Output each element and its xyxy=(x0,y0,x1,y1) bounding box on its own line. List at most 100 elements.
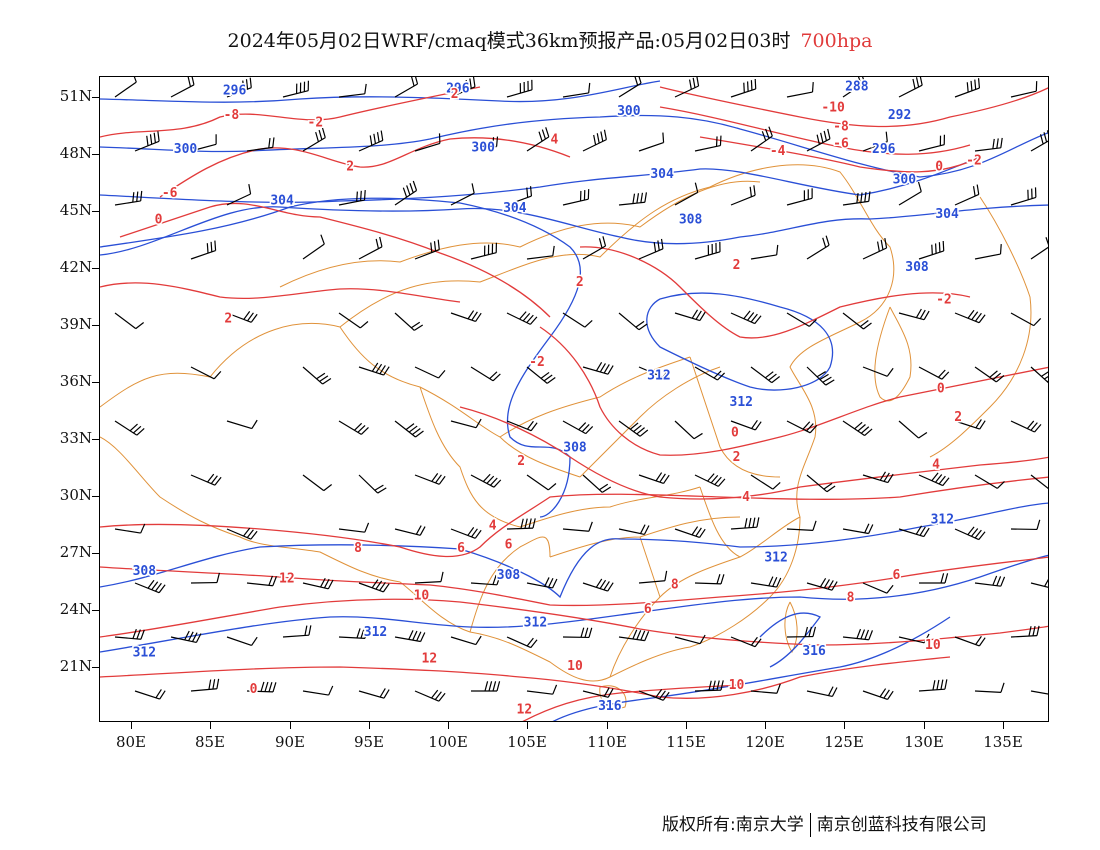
y-tick-label: 24N xyxy=(59,600,92,618)
temperature-contour-label: -6 xyxy=(162,186,178,201)
wind-barb xyxy=(526,127,550,152)
wind-barb xyxy=(302,366,332,385)
geopotential-contour-label: 312 xyxy=(133,646,156,661)
geopotential-contour-label: 288 xyxy=(845,80,869,95)
wind-barb xyxy=(226,636,258,647)
wind-barb xyxy=(562,82,591,98)
geopotential-contour-label: 312 xyxy=(647,368,670,383)
wind-barb xyxy=(394,180,418,206)
wind-barb xyxy=(750,366,781,384)
temperature-contour-label: -2 xyxy=(966,154,982,169)
temperature-line xyxy=(119,202,551,318)
y-tick-label: 51N xyxy=(59,87,92,105)
y-tick-label: 21N xyxy=(59,657,92,675)
wind-barb xyxy=(526,577,558,589)
copyright-left: 版权所有:南京大学 xyxy=(662,815,804,835)
wind-barb xyxy=(582,236,607,260)
wind-barb xyxy=(694,574,725,585)
temperature-line xyxy=(100,656,951,699)
wind-barb xyxy=(394,525,426,536)
wind-barb xyxy=(842,420,873,437)
temperature-contours xyxy=(100,86,1048,721)
wind-barb xyxy=(674,77,700,98)
x-tick-mark xyxy=(527,722,528,729)
y-tick-label: 36N xyxy=(59,372,92,390)
temperature-line xyxy=(100,598,1048,646)
wind-barb xyxy=(730,636,762,648)
geopotential-contour-label: 312 xyxy=(524,615,547,630)
wind-barb xyxy=(954,419,986,430)
temperature-line xyxy=(579,246,971,339)
wind-barb xyxy=(394,77,419,98)
x-tick-mark xyxy=(1003,722,1004,729)
wind-barb xyxy=(582,361,614,375)
x-tick-mark xyxy=(369,722,370,729)
temperature-contour-label: 0 xyxy=(250,682,258,697)
wind-barb xyxy=(842,77,866,98)
geopotential-contour-label: 300 xyxy=(174,142,198,157)
wind-barb xyxy=(842,312,872,330)
wind-barb xyxy=(674,526,706,539)
geopotential-contour-label: 308 xyxy=(133,564,157,579)
wind-barb xyxy=(358,236,383,260)
temperature-line xyxy=(100,556,1048,607)
wind-barb xyxy=(730,185,756,206)
temperature-contour-label: 4 xyxy=(489,518,497,533)
wind-barb xyxy=(302,474,333,492)
wind-barb xyxy=(898,525,930,538)
wind-barb xyxy=(302,234,325,260)
wind-barb xyxy=(1030,366,1048,384)
wind-barb xyxy=(674,182,699,206)
wind-barb xyxy=(338,190,366,206)
province-line xyxy=(699,486,801,558)
wind-barb xyxy=(954,635,986,647)
geopotential-contour-label: 292 xyxy=(888,108,911,123)
temperature-contour-label: -2 xyxy=(936,292,952,307)
wind-barb xyxy=(506,311,538,325)
temperature-contour-label: 2 xyxy=(576,275,584,290)
wind-barb xyxy=(618,420,649,437)
temperature-contour-label: 10 xyxy=(567,659,583,674)
temperature-contour-label: 10 xyxy=(925,638,941,653)
japan-outline xyxy=(929,196,1032,458)
wind-barb xyxy=(226,527,258,540)
temperature-contour-label: -4 xyxy=(770,144,786,159)
wind-barb xyxy=(618,312,648,331)
temperature-contour-label: 12 xyxy=(422,651,438,666)
wind-barb xyxy=(1030,237,1048,260)
x-tick-mark xyxy=(210,722,211,729)
y-tick-label: 30N xyxy=(59,486,92,504)
wind-barb xyxy=(526,474,557,491)
geopotential-contours xyxy=(100,80,1048,721)
temperature-contour-label: 0 xyxy=(937,382,945,397)
wind-barb xyxy=(862,238,888,260)
temperature-contour-label: 2 xyxy=(346,159,354,174)
temperature-contour-label: 0 xyxy=(935,159,943,174)
temperature-contour-label: 0 xyxy=(731,425,739,440)
boundary-lines xyxy=(100,164,1032,709)
x-tick-label: 105E xyxy=(507,733,547,751)
wind-barb xyxy=(226,311,258,323)
x-tick-label: 120E xyxy=(745,733,785,751)
temperature-contour-label: 12 xyxy=(279,572,295,587)
wind-barb xyxy=(806,128,831,152)
wind-barb xyxy=(302,577,334,590)
wind-barb xyxy=(1030,690,1048,695)
wind-barb xyxy=(730,419,762,431)
mongolia-border xyxy=(279,180,761,288)
temperature-contour-label: 8 xyxy=(671,577,679,592)
temperature-contour-label: 10 xyxy=(729,678,745,693)
wind-barb xyxy=(862,688,894,701)
temperature-contour-label: 0 xyxy=(155,213,163,228)
province-line xyxy=(549,516,741,558)
wind-barb xyxy=(470,366,501,382)
wind-barb xyxy=(674,420,703,440)
temperature-contour-label: 8 xyxy=(354,541,362,556)
wind-barb xyxy=(526,366,556,384)
geopotential-contour-label: 312 xyxy=(364,625,387,640)
wind-barb xyxy=(282,625,312,638)
wind-barb xyxy=(730,310,762,325)
temperature-contour-label: 4 xyxy=(551,133,559,148)
hainan-outline xyxy=(599,685,627,709)
